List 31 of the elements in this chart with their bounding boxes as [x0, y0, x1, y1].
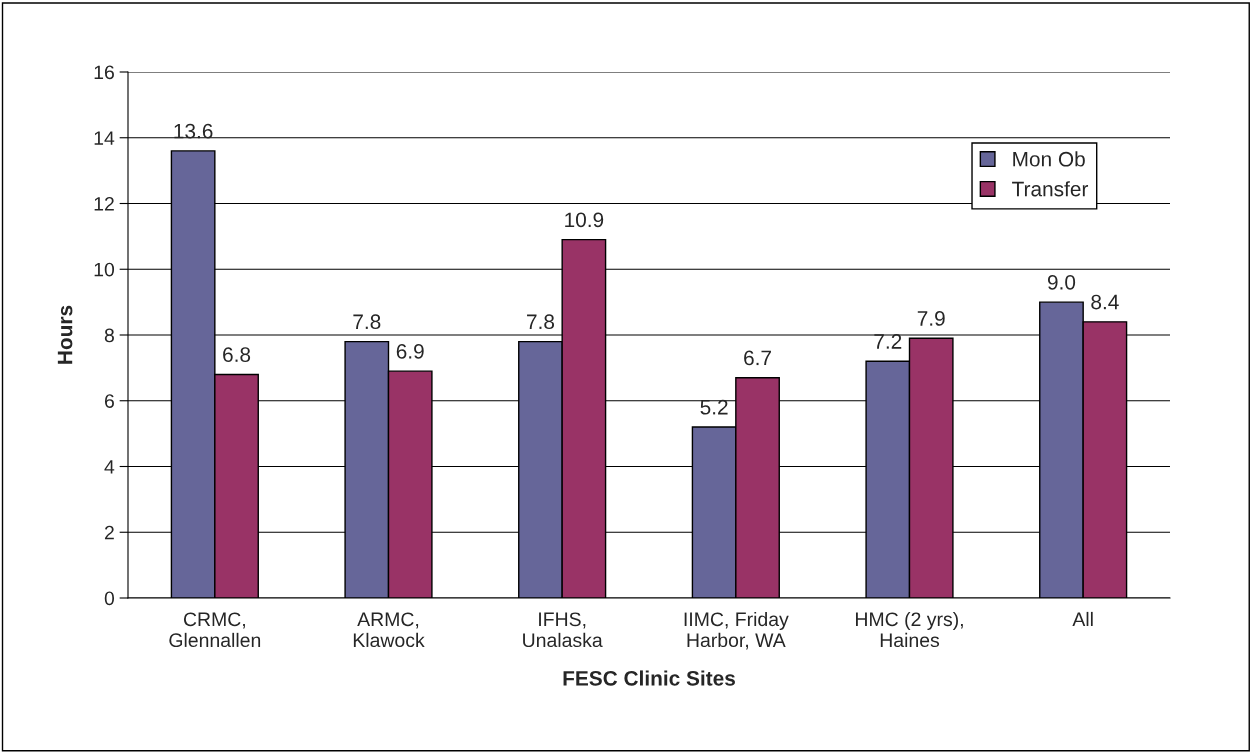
y-axis-title: Hours: [57, 305, 73, 364]
data-label: 13.6: [174, 123, 213, 139]
y-tick-label: 0: [104, 591, 115, 606]
data-label: 6.7: [744, 350, 771, 366]
y-tick-label: 12: [94, 196, 114, 211]
y-tick-label: 6: [104, 394, 114, 408]
data-label: 7.2: [874, 334, 902, 349]
data-label: 7.8: [527, 314, 555, 330]
x-tick-label: IIMC, Friday Harbor, WA: [684, 611, 789, 650]
x-tick-label: CRMC, Glennallen: [169, 612, 261, 648]
data-label: 10.9: [565, 212, 604, 228]
y-tick-label: 16: [94, 65, 114, 80]
data-label: 7.9: [917, 311, 945, 326]
data-label: 6.9: [396, 343, 424, 359]
y-tick-label: 8: [104, 328, 114, 343]
y-tick-label: 14: [94, 131, 115, 145]
x-axis-title: FESC Clinic Sites: [563, 670, 735, 686]
y-tick-label: 4: [104, 460, 115, 474]
y-tick-label: 10: [94, 262, 115, 277]
data-label: 9.0: [1047, 274, 1076, 290]
x-tick-label: All: [1072, 611, 1093, 626]
y-tick-label: 2: [104, 525, 114, 540]
data-label: 6.8: [223, 347, 251, 362]
legend-label: Mon Ob: [1013, 151, 1085, 167]
x-tick-label: HMC (2 yrs), Haines: [856, 611, 963, 648]
data-label: 5.2: [700, 399, 728, 415]
x-tick-label: IFHS, Unalaska: [523, 612, 603, 648]
legend-label: Transfer: [1012, 181, 1089, 197]
x-tick-label: ARMC, Klawock: [353, 612, 425, 648]
data-label: 8.4: [1091, 294, 1119, 310]
data-label: 7.8: [353, 314, 381, 330]
